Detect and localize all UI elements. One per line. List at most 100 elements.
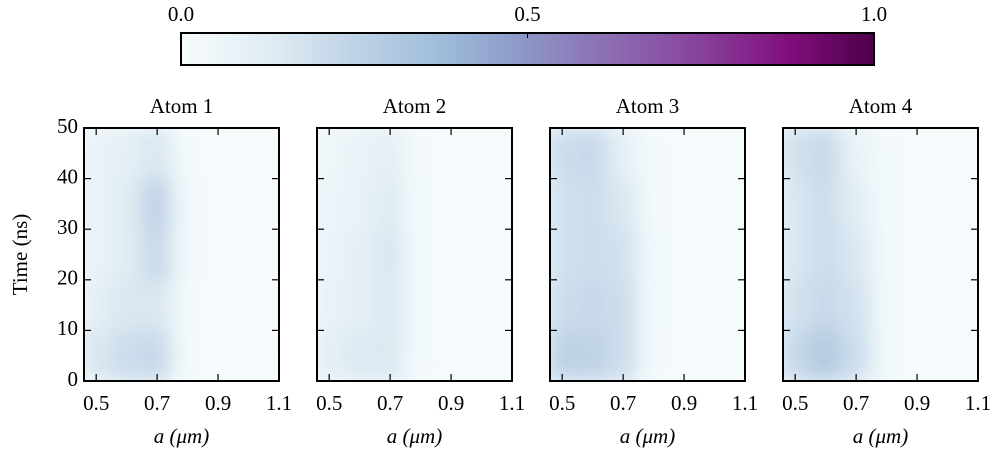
heatmap-cell xyxy=(931,329,964,381)
heatmap xyxy=(783,128,978,381)
plot-frame xyxy=(549,127,746,382)
heatmap-cell xyxy=(373,329,407,381)
heatmap-cell xyxy=(698,329,731,381)
heatmap-cell xyxy=(404,128,437,180)
heatmap-cells xyxy=(84,128,279,381)
heatmap-cell xyxy=(404,278,437,332)
heatmap-cell xyxy=(140,228,174,281)
heatmap-cell xyxy=(550,128,579,180)
heatmap-cell xyxy=(809,278,842,332)
heatmap-cell xyxy=(495,278,512,332)
y-tick-label: 30 xyxy=(57,215,78,239)
heatmap-cell xyxy=(931,177,964,231)
heatmap-cell xyxy=(465,278,498,332)
heatmap-cell xyxy=(110,228,143,281)
heatmap-cell xyxy=(576,177,609,231)
heatmap-cell xyxy=(171,278,204,332)
heatmap-cell xyxy=(637,329,670,381)
heatmap-cell xyxy=(870,177,903,231)
heatmap-cell xyxy=(373,177,407,231)
heatmap-cell xyxy=(606,329,640,381)
heatmap-cell xyxy=(606,128,640,180)
heatmap-cell xyxy=(900,177,934,231)
x-tick-label: 1.1 xyxy=(965,391,991,415)
heatmap-cell xyxy=(465,228,498,281)
heatmap-cell xyxy=(201,177,235,231)
heatmap-cell xyxy=(961,128,978,180)
heatmap-cell xyxy=(232,329,265,381)
heatmap-cell xyxy=(373,278,407,332)
heatmap-cell xyxy=(606,228,640,281)
heatmap-cell xyxy=(961,177,978,231)
heatmap-cell xyxy=(434,228,468,281)
heatmap-cell xyxy=(373,228,407,281)
heatmap-cell xyxy=(343,329,376,381)
heatmap-cell xyxy=(870,128,903,180)
x-axis-label: a (μm) xyxy=(154,424,209,448)
heatmap-cell xyxy=(84,329,113,381)
heatmap-cell xyxy=(140,177,174,231)
heatmap-cell xyxy=(839,128,873,180)
heatmap-cell xyxy=(783,278,812,332)
heatmap-cell xyxy=(373,128,407,180)
heatmap-cell xyxy=(728,278,745,332)
heatmap-cell xyxy=(140,329,174,381)
plot-frame xyxy=(316,127,513,382)
heatmap-cell xyxy=(550,228,579,281)
y-tick-label: 40 xyxy=(57,164,78,188)
heatmap-cell xyxy=(171,128,204,180)
heatmap-cell xyxy=(404,177,437,231)
heatmap-cell xyxy=(783,228,812,281)
heatmap-cell xyxy=(171,228,204,281)
heatmap-cell xyxy=(667,329,701,381)
heatmap-cell xyxy=(232,278,265,332)
heatmap-cell xyxy=(262,329,279,381)
heatmap-cell xyxy=(870,329,903,381)
heatmap-cell xyxy=(201,278,235,332)
heatmap-cell xyxy=(606,278,640,332)
heatmap-cell xyxy=(900,228,934,281)
heatmap-cell xyxy=(317,329,346,381)
heatmap-cell xyxy=(667,278,701,332)
heatmap-cell xyxy=(667,128,701,180)
heatmap-cell xyxy=(317,128,346,180)
heatmap-cell xyxy=(900,278,934,332)
heatmap-cell xyxy=(550,177,579,231)
heatmap-cell xyxy=(698,177,731,231)
panel-title: Atom 1 xyxy=(150,94,214,118)
heatmap-cell xyxy=(839,177,873,231)
x-tick-label: 0.9 xyxy=(205,391,231,415)
heatmap-cell xyxy=(343,228,376,281)
heatmap-cell xyxy=(576,128,609,180)
heatmap-cell xyxy=(728,128,745,180)
heatmap-cell xyxy=(317,228,346,281)
heatmap-cell xyxy=(232,128,265,180)
heatmap-cell xyxy=(728,177,745,231)
heatmap-cell xyxy=(637,278,670,332)
heatmap-cell xyxy=(343,177,376,231)
heatmap-cell xyxy=(84,128,113,180)
x-axis-label: a (μm) xyxy=(853,424,908,448)
heatmap-cell xyxy=(201,329,235,381)
y-axis-label: Time (ns) xyxy=(8,214,32,296)
heatmap-cell xyxy=(637,128,670,180)
heatmap-cell xyxy=(698,278,731,332)
heatmap-cell xyxy=(783,329,812,381)
heatmap-cells xyxy=(317,128,512,381)
x-tick-label: 0.9 xyxy=(438,391,464,415)
heatmap-cell xyxy=(317,278,346,332)
heatmap-cell xyxy=(495,128,512,180)
heatmap-cell xyxy=(317,177,346,231)
heatmap-cell xyxy=(809,228,842,281)
heatmap-cell xyxy=(961,329,978,381)
heatmap-cells xyxy=(550,128,745,381)
heatmap-cell xyxy=(839,228,873,281)
heatmap-cell xyxy=(232,177,265,231)
heatmap-cell xyxy=(900,329,934,381)
heatmap-cell xyxy=(232,228,265,281)
heatmap-cell xyxy=(576,228,609,281)
heatmap-cell xyxy=(201,228,235,281)
heatmap-cell xyxy=(900,128,934,180)
heatmap-cell xyxy=(404,228,437,281)
y-tick-label: 20 xyxy=(57,266,78,290)
